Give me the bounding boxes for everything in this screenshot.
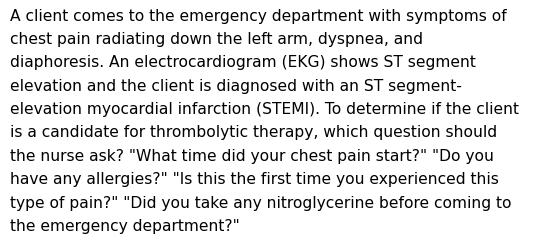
Text: elevation and the client is diagnosed with an ST segment-: elevation and the client is diagnosed wi… [10,78,462,94]
Text: the nurse ask? "What time did your chest pain start?" "Do you: the nurse ask? "What time did your chest… [10,148,494,163]
Text: chest pain radiating down the left arm, dyspnea, and: chest pain radiating down the left arm, … [10,32,423,47]
Text: A client comes to the emergency department with symptoms of: A client comes to the emergency departme… [10,9,507,24]
Text: have any allergies?" "Is this the first time you experienced this: have any allergies?" "Is this the first … [10,172,499,186]
Text: elevation myocardial infarction (STEMI). To determine if the client: elevation myocardial infarction (STEMI).… [10,102,519,117]
Text: the emergency department?": the emergency department?" [10,218,240,233]
Text: type of pain?" "Did you take any nitroglycerine before coming to: type of pain?" "Did you take any nitrogl… [10,195,512,210]
Text: diaphoresis. An electrocardiogram (EKG) shows ST segment: diaphoresis. An electrocardiogram (EKG) … [10,55,476,70]
Text: is a candidate for thrombolytic therapy, which question should: is a candidate for thrombolytic therapy,… [10,125,497,140]
